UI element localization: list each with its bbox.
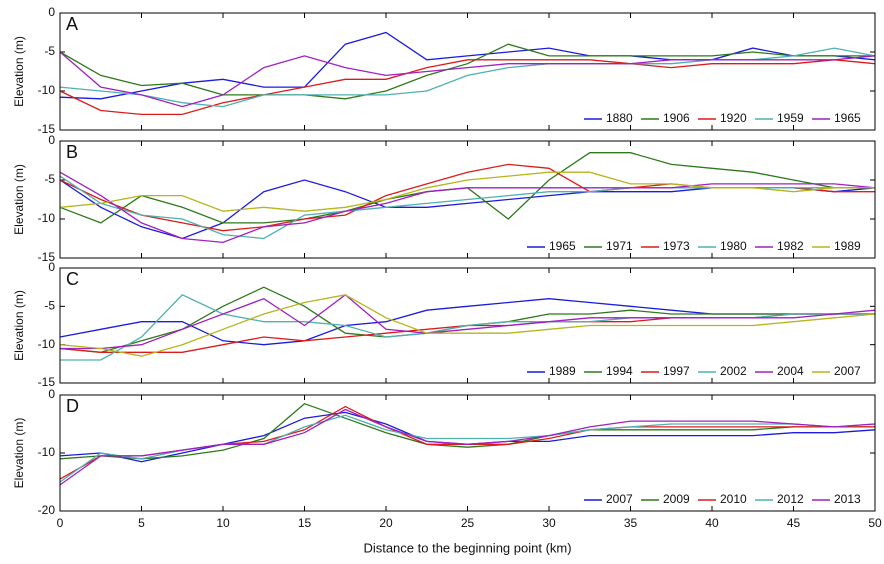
legend-label: 1982 (777, 239, 804, 253)
y-axis-label: Elevation (m) (12, 164, 26, 235)
y-tick-label: 0 (48, 133, 55, 147)
y-axis-label: Elevation (m) (12, 418, 26, 489)
legend-label: 2010 (720, 492, 747, 506)
x-tick-label: 50 (868, 516, 882, 530)
plot-frame (59, 12, 876, 131)
y-tick-label: -15 (38, 250, 56, 264)
y-tick-label: -10 (38, 211, 56, 225)
x-tick-label: 5 (138, 516, 145, 530)
y-tick-label: -10 (38, 337, 56, 351)
y-axis-label: Elevation (m) (12, 290, 26, 361)
legend-label: 1959 (777, 111, 804, 125)
y-tick-label: 0 (48, 5, 55, 19)
x-tick-label: 30 (542, 516, 556, 530)
x-axis-label: Distance to the beginning point (km) (363, 540, 571, 555)
legend-label: 2007 (834, 364, 861, 378)
legend-label: 1971 (606, 239, 633, 253)
x-tick-label: 35 (624, 516, 638, 530)
x-tick-label: 45 (787, 516, 801, 530)
series-line (59, 171, 876, 244)
y-tick-label: -15 (38, 375, 56, 389)
panel-label: C (66, 269, 79, 289)
y-tick-label: 0 (48, 260, 55, 274)
series-line (59, 163, 875, 232)
legend-label: 2009 (663, 492, 690, 506)
y-tick-label: -5 (44, 172, 55, 186)
legend-label: 1906 (663, 111, 690, 125)
series-line (59, 408, 876, 486)
y-tick-label: -20 (38, 503, 56, 517)
legend-label: 2012 (777, 492, 804, 506)
y-tick-label: 0 (48, 387, 55, 401)
series-line (59, 294, 876, 357)
x-tick-label: 20 (379, 516, 393, 530)
legend-label: 1965 (834, 111, 861, 125)
y-tick-label: -5 (44, 44, 55, 58)
plot-frame (59, 140, 876, 259)
legend-label: 1965 (549, 239, 576, 253)
legend-label: 1973 (663, 239, 690, 253)
panel-label: B (66, 142, 78, 162)
legend-label: 2004 (777, 364, 804, 378)
series-line (59, 171, 875, 212)
plot-frame (59, 267, 876, 384)
series-line (59, 402, 875, 460)
series-line (59, 414, 876, 483)
series-line (59, 47, 876, 108)
legend-label: 1989 (834, 239, 861, 253)
series-line (59, 31, 876, 100)
y-tick-label: -10 (38, 83, 56, 97)
x-tick-label: 25 (461, 516, 475, 530)
series-line (59, 51, 876, 108)
y-tick-label: -5 (44, 299, 55, 313)
series-line (59, 298, 875, 346)
x-tick-label: 15 (298, 516, 312, 530)
legend-label: 2007 (606, 492, 633, 506)
legend-label: 1989 (549, 364, 576, 378)
x-tick-label: 0 (57, 516, 64, 530)
legend-label: 1920 (720, 111, 747, 125)
x-tick-label: 40 (705, 516, 719, 530)
series-line (59, 286, 875, 353)
series-line (59, 411, 876, 463)
series-line (60, 294, 875, 361)
panel-label: D (66, 396, 79, 416)
y-tick-label: -15 (38, 122, 56, 136)
panel-label: A (66, 14, 78, 34)
y-tick-label: -10 (38, 445, 56, 459)
series-line (59, 179, 876, 240)
legend-label: 2013 (834, 492, 861, 506)
series-line (60, 293, 876, 350)
legend-label: 2002 (720, 364, 747, 378)
plot-frame (59, 394, 876, 512)
legend-label: 1980 (720, 239, 747, 253)
legend-label: 1997 (663, 364, 690, 378)
series-line (59, 59, 876, 116)
series-line (59, 43, 875, 100)
y-axis-label: Elevation (m) (12, 36, 26, 107)
legend-label: 1994 (606, 364, 633, 378)
x-tick-label: 10 (216, 516, 230, 530)
legend-label: 1880 (606, 111, 633, 125)
series-line (59, 405, 875, 480)
